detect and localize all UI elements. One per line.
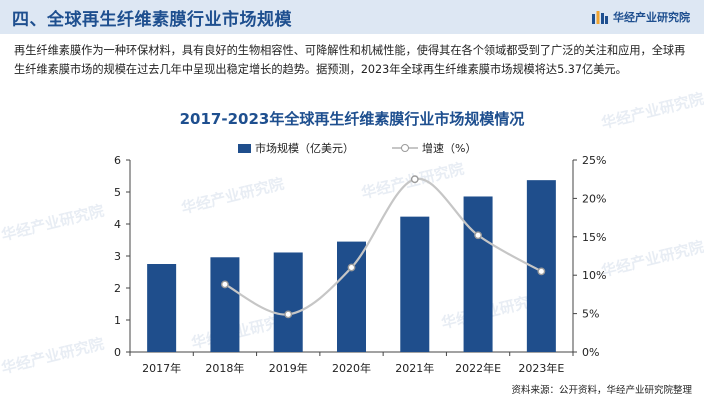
legend-label-line: 增速（%） bbox=[422, 142, 477, 155]
y-right-tick-label: 20% bbox=[582, 192, 606, 205]
source-note: 资料来源：公开资料，华经产业研究院整理 bbox=[511, 385, 692, 396]
x-tick-label: 2022年E bbox=[455, 361, 501, 375]
header-bar: 四、全球再生纤维素膜行业市场规模 华经产业研究院 bbox=[0, 0, 704, 34]
y-left-tick-label: 6 bbox=[114, 154, 121, 167]
growth-line bbox=[224, 177, 542, 316]
y-right-tick-label: 0% bbox=[582, 346, 599, 359]
legend-bar-swatch bbox=[238, 143, 251, 153]
bar-market-size bbox=[147, 264, 177, 352]
y-left-tick-label: 4 bbox=[114, 218, 121, 231]
bar-market-size bbox=[273, 252, 303, 352]
x-tick-label: 2018年 bbox=[205, 361, 244, 375]
bar-market-size bbox=[210, 257, 240, 352]
growth-point bbox=[284, 310, 293, 319]
y-right-tick-label: 25% bbox=[582, 154, 606, 167]
legend-item-line: 增速（%） bbox=[392, 140, 476, 156]
y-left-tick-label: 5 bbox=[114, 186, 121, 199]
page-title: 四、全球再生纤维素膜行业市场规模 bbox=[12, 10, 292, 30]
growth-point bbox=[410, 175, 419, 184]
brand-name: 华经产业研究院 bbox=[613, 11, 690, 24]
x-tick-label: 2023年E bbox=[518, 361, 564, 375]
y-right-tick-label: 5% bbox=[582, 308, 599, 321]
intro-paragraph: 再生纤维素膜作为一种环保材料，具有良好的生物相容性、可降解性和机械性能，使得其在… bbox=[14, 44, 686, 76]
legend-label-bar: 市场规模（亿美元） bbox=[255, 142, 354, 155]
y-left-tick-label: 3 bbox=[114, 250, 121, 263]
x-tick-label: 2021年 bbox=[395, 361, 434, 375]
y-right-tick-label: 15% bbox=[582, 231, 606, 244]
growth-point bbox=[474, 231, 482, 240]
legend-item-bar: 市场规模（亿美元） bbox=[238, 140, 354, 156]
chart-legend: 市场规模（亿美元） 增速（%） bbox=[238, 140, 476, 156]
bar-market-size bbox=[400, 216, 430, 352]
bar-market-size bbox=[337, 241, 366, 352]
y-left-tick-label: 2 bbox=[114, 282, 121, 295]
growth-point bbox=[221, 280, 229, 289]
x-tick-label: 2020年 bbox=[332, 361, 371, 375]
brand-logo-icon bbox=[592, 10, 608, 24]
y-left-tick-label: 0 bbox=[114, 346, 121, 359]
legend-line-swatch bbox=[392, 143, 418, 153]
x-tick-label: 2019年 bbox=[269, 361, 308, 375]
growth-point bbox=[537, 267, 546, 276]
growth-point bbox=[347, 263, 356, 272]
x-tick-label: 2017年 bbox=[142, 361, 181, 375]
chart-title: 2017-2023年全球再生纤维素膜行业市场规模情况 bbox=[179, 110, 525, 128]
y-left-tick-label: 1 bbox=[114, 314, 121, 327]
y-right-tick-label: 10% bbox=[582, 269, 606, 282]
bar-market-size bbox=[463, 196, 493, 352]
brand: 华经产业研究院 bbox=[592, 9, 690, 25]
